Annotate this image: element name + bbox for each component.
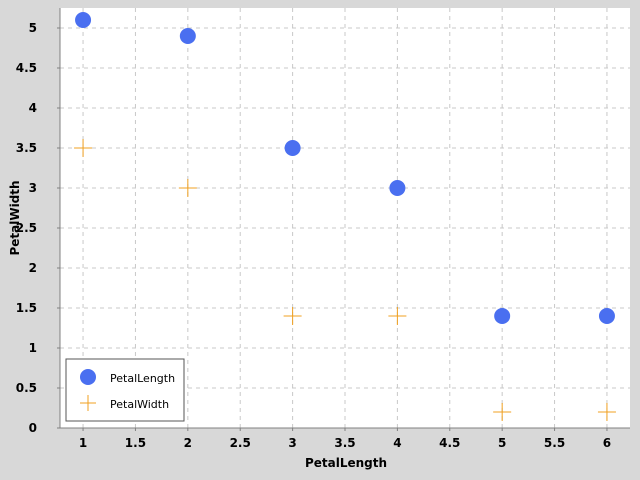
x-tick-label: 4.5 bbox=[439, 436, 460, 450]
data-point-petalwidth bbox=[493, 403, 512, 421]
y-ticks: 0 0.5 1 1.5 2 2.5 3 3.5 4 4.5 5 bbox=[16, 21, 60, 435]
y-tick-label: 2.5 bbox=[16, 221, 37, 235]
y-tick-label: 4.5 bbox=[16, 61, 37, 75]
y-tick-label: 4 bbox=[29, 101, 37, 115]
y-tick-label: 0 bbox=[29, 421, 37, 435]
data-point-petallength bbox=[389, 180, 406, 196]
legend-box bbox=[65, 358, 185, 422]
data-point-petallength bbox=[598, 308, 615, 324]
x-tick-label: 2 bbox=[184, 436, 192, 450]
legend: PetalLength PetalWidth bbox=[65, 358, 185, 422]
data-point-petallength bbox=[494, 308, 511, 324]
legend-label-petalwidth: PetalWidth bbox=[110, 398, 169, 411]
x-tick-label: 6 bbox=[603, 436, 611, 450]
data-point-petallength bbox=[75, 12, 92, 28]
y-tick-label: 0.5 bbox=[16, 381, 37, 395]
x-tick-label: 4 bbox=[393, 436, 401, 450]
x-tick-label: 1.5 bbox=[125, 436, 146, 450]
y-tick-label: 3 bbox=[29, 181, 37, 195]
y-tick-label: 5 bbox=[29, 21, 37, 35]
y-tick-label: 1.5 bbox=[16, 301, 37, 315]
y-tick-label: 3.5 bbox=[16, 141, 37, 155]
legend-marker-petalwidth bbox=[80, 395, 96, 411]
x-tick-label: 1 bbox=[79, 436, 87, 450]
y-tick-label: 2 bbox=[29, 261, 37, 275]
grid bbox=[60, 8, 630, 428]
x-tick-label: 3 bbox=[288, 436, 296, 450]
data-point-petalwidth bbox=[178, 179, 197, 197]
x-axis-label: PetalLength bbox=[305, 456, 387, 470]
data-points bbox=[74, 12, 616, 421]
x-ticks: 1 1.5 2 2.5 3 3.5 4 4.5 5 5.5 6 bbox=[79, 428, 611, 450]
x-tick-label: 5 bbox=[498, 436, 506, 450]
x-tick-label: 5.5 bbox=[544, 436, 565, 450]
data-point-petalwidth bbox=[283, 307, 302, 325]
x-tick-label: 3.5 bbox=[334, 436, 355, 450]
y-axis-label: PetalWidth bbox=[8, 180, 22, 255]
data-point-petalwidth bbox=[388, 307, 407, 325]
data-point-petalwidth bbox=[597, 403, 616, 421]
x-tick-label: 2.5 bbox=[230, 436, 251, 450]
data-point-petallength bbox=[179, 28, 196, 44]
legend-label-petallength: PetalLength bbox=[110, 372, 175, 385]
data-point-petalwidth bbox=[74, 139, 93, 157]
data-point-petallength bbox=[284, 140, 301, 156]
legend-marker-petallength bbox=[80, 369, 96, 385]
y-tick-label: 1 bbox=[29, 341, 37, 355]
